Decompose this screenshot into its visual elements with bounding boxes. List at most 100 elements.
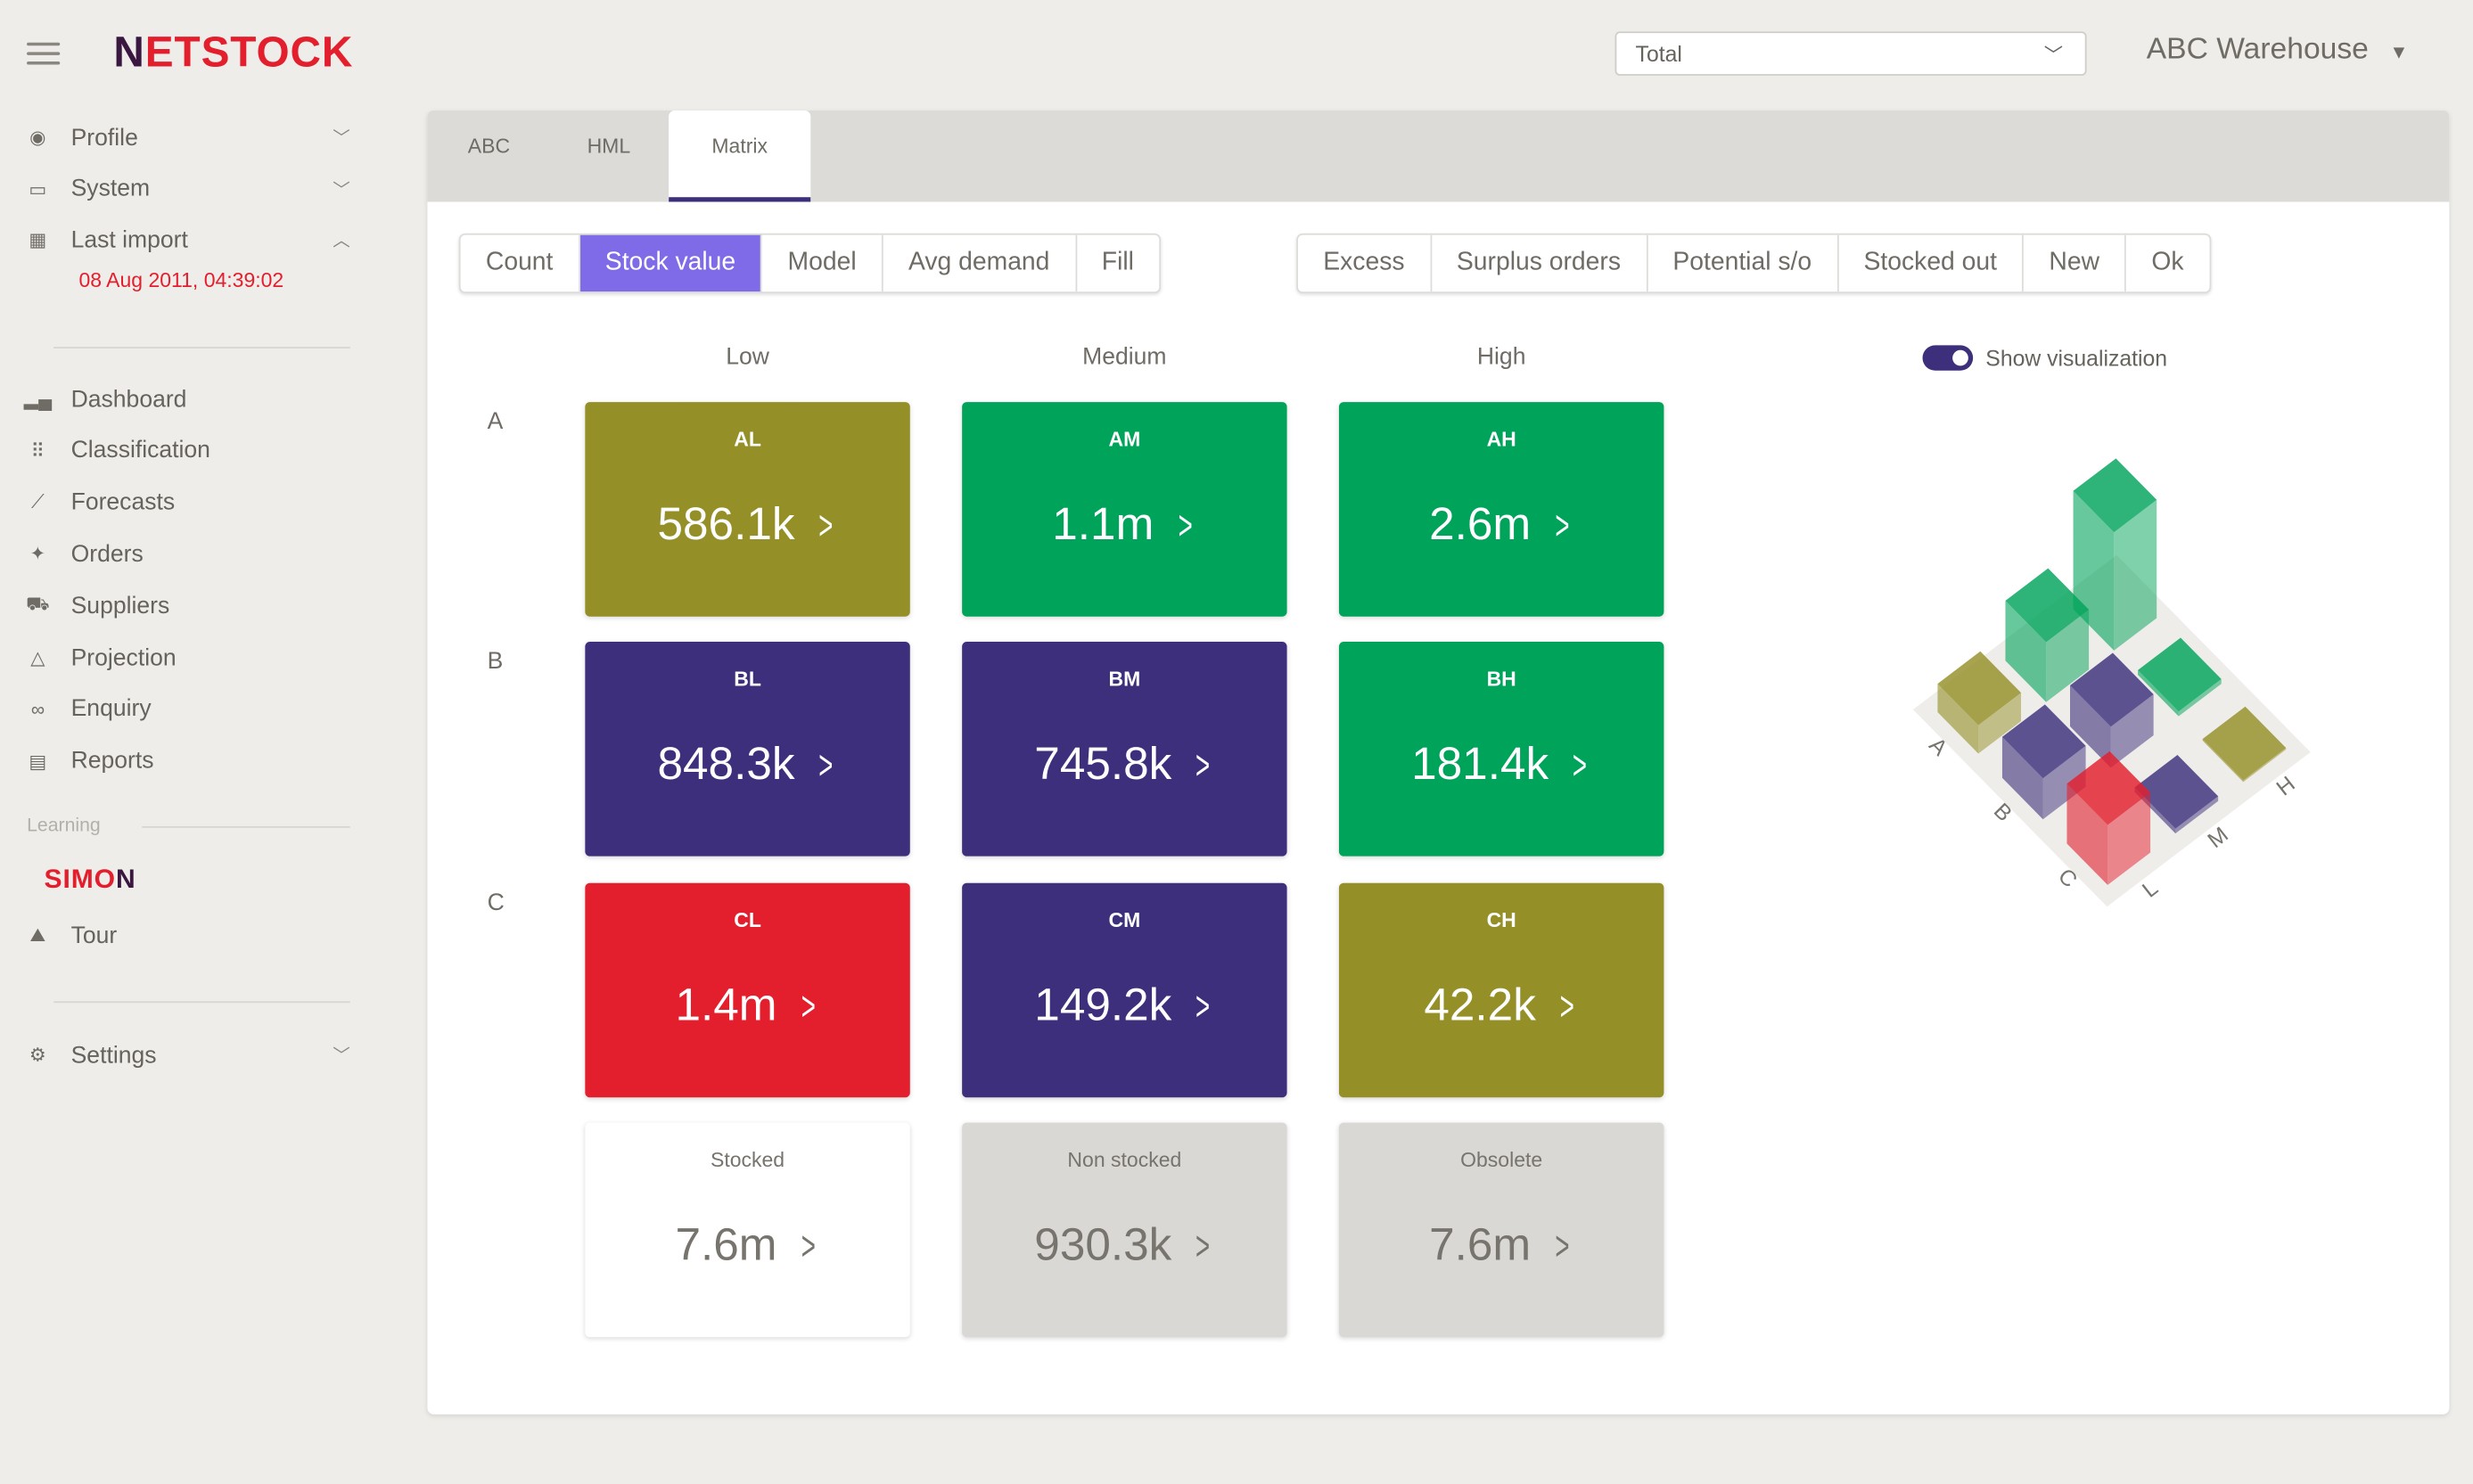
cell-value-row: 7.6m > xyxy=(1339,1220,1664,1272)
viz-box-bm-left-face xyxy=(2070,685,2111,768)
sidebar-item-orders[interactable]: ✦ Orders xyxy=(27,534,350,575)
cell-label: CH xyxy=(1486,908,1516,932)
metric-fill-button[interactable]: Fill xyxy=(1101,249,1134,276)
filter-ok-button[interactable]: Ok xyxy=(2151,249,2184,276)
viz-box-bh-top-face xyxy=(2138,637,2222,712)
filter-surplus-orders-button[interactable]: Surplus orders xyxy=(1432,234,1648,292)
chevron-right-icon: > xyxy=(1572,741,1587,789)
caret-down-icon: ▼ xyxy=(2389,40,2409,63)
viz-col-label: L xyxy=(2138,876,2162,903)
row-header: C xyxy=(487,889,505,916)
cell-value: 1.1m xyxy=(1052,499,1154,551)
viz-box-cl-top-face xyxy=(2066,750,2151,825)
sidebar-item-label: Suppliers xyxy=(70,592,170,619)
viz-box-bl-top-face xyxy=(2001,704,2086,779)
netstock-logo: NETSTOCK xyxy=(113,28,354,76)
sidebar-item-reports[interactable]: ▤ Reports xyxy=(27,741,350,782)
filter-stocked-out-button[interactable]: Stocked out xyxy=(1838,234,2025,292)
cell-value: 745.8k xyxy=(1034,739,1172,791)
metric-count-button[interactable]: Count xyxy=(461,234,580,292)
chevron-right-icon: > xyxy=(1559,982,1574,1030)
grid-icon: ⠿ xyxy=(30,439,45,462)
matrix-cell-stocked[interactable]: Stocked 7.6m > xyxy=(585,1122,910,1338)
cell-value: 1.4m xyxy=(675,980,777,1031)
matrix-cell-obsolete[interactable]: Obsolete 7.6m > xyxy=(1338,1122,1664,1338)
warehouse-name: ABC Warehouse xyxy=(2146,33,2369,67)
filter-value: Total xyxy=(1635,40,1682,67)
cell-value-row: 745.8k > xyxy=(962,740,1286,791)
viz-box-al-right-face xyxy=(1978,693,2022,754)
matrix-cell-cm[interactable]: CM 149.2k > xyxy=(962,882,1287,1098)
metric-avg-demand-button[interactable]: Avg demand xyxy=(883,234,1077,292)
cell-value: 930.3k xyxy=(1034,1220,1172,1271)
cell-value-row: 149.2k > xyxy=(962,980,1286,1032)
matrix-cell-ch[interactable]: CH 42.2k > xyxy=(1338,882,1664,1098)
matrix-cell-al[interactable]: AL 586.1k > xyxy=(585,402,910,617)
calendar-icon: ▦ xyxy=(29,228,47,251)
chevron-right-icon: > xyxy=(1554,501,1569,549)
matrix-cell-non-stocked[interactable]: Non stocked 930.3k > xyxy=(962,1122,1287,1338)
sidebar-item-classification[interactable]: ⠿ Classification xyxy=(27,430,350,471)
show-visualization-toggle[interactable] xyxy=(1922,345,1974,371)
tour-icon: ⛰ xyxy=(29,922,46,946)
sidebar-item-projection[interactable]: △ Projection xyxy=(27,637,350,678)
cell-value: 586.1k xyxy=(657,499,795,551)
simon-logo[interactable]: SIMON xyxy=(44,864,136,895)
warehouse-selector[interactable]: ABC Warehouse ▼ xyxy=(2147,33,2409,68)
matrix-cell-cl[interactable]: CL 1.4m > xyxy=(585,882,910,1098)
viz-box-bh-right-face xyxy=(2178,678,2222,717)
viz-box-bl-left-face xyxy=(2001,736,2043,820)
chevron-down-icon: ﹀ xyxy=(2043,44,2063,67)
glasses-icon: ∞ xyxy=(30,698,45,721)
chevron-down-icon: ﹀ xyxy=(333,180,350,200)
metric-model-button[interactable]: Model xyxy=(762,234,883,292)
matrix-cell-bm[interactable]: BM 745.8k > xyxy=(962,642,1287,857)
cell-value-row: 586.1k > xyxy=(585,500,909,552)
filter-excess-button[interactable]: Excess xyxy=(1298,234,1432,292)
tab-hml[interactable]: HML xyxy=(587,134,631,158)
chevron-right-icon: > xyxy=(1195,982,1211,1030)
filter-potential-s-o-button[interactable]: Potential s/o xyxy=(1647,234,1839,292)
filter-dropdown[interactable]: Total ﹀ xyxy=(1614,31,2087,76)
window-icon: ▭ xyxy=(29,177,47,200)
column-header: Medium xyxy=(1082,343,1167,371)
learning-label: Learning xyxy=(27,813,101,836)
sidebar-item-profile[interactable]: ◉ Profile ﹀ xyxy=(27,117,350,158)
sidebar-item-system[interactable]: ▭ System ﹀ xyxy=(27,168,350,209)
viz-box-ah-top-face xyxy=(2073,458,2157,533)
sidebar-item-enquiry[interactable]: ∞ Enquiry xyxy=(27,689,350,730)
matrix-cell-am[interactable]: AM 1.1m > xyxy=(962,402,1287,617)
cell-value: 149.2k xyxy=(1034,980,1172,1031)
tab-matrix[interactable]: Matrix xyxy=(669,110,811,202)
sidebar-item-settings[interactable]: ⚙ Settings ﹀ xyxy=(27,1035,350,1076)
matrix-cell-bh[interactable]: BH 181.4k > xyxy=(1338,642,1664,857)
sidebar-item-last-import[interactable]: ▦ Last import ︿ xyxy=(27,219,349,260)
cell-label: AL xyxy=(734,427,761,451)
menu-icon[interactable] xyxy=(27,42,61,65)
cell-value-row: 42.2k > xyxy=(1339,980,1664,1032)
viz-box-al-left-face xyxy=(1937,684,1979,754)
metric-stock-value-button[interactable]: Stock value xyxy=(579,234,763,292)
sidebar-item-forecasts[interactable]: ⟋ Forecasts xyxy=(27,482,350,523)
filter-button-group: Excess Surplus orders Potential s/o Stocked… xyxy=(1296,233,2211,294)
viz-box-ch-right-face xyxy=(2243,748,2287,783)
column-header: Low xyxy=(726,343,769,371)
sidebar-item-dashboard[interactable]: ▂▄ Dashboard xyxy=(24,379,350,420)
matrix-cell-bl[interactable]: BL 848.3k > xyxy=(585,642,910,857)
sidebar-item-label: Last import xyxy=(70,225,188,253)
truck-icon: ⛟ xyxy=(26,593,50,616)
sidebar-item-suppliers[interactable]: ⛟ Suppliers xyxy=(26,586,350,627)
filter-new-button[interactable]: New xyxy=(2024,234,2127,292)
chevron-right-icon: > xyxy=(801,982,816,1030)
viz-box-am-left-face xyxy=(2005,601,2047,702)
matrix-cell-ah[interactable]: AH 2.6m > xyxy=(1338,402,1664,617)
cell-value: 7.6m xyxy=(1429,1220,1532,1271)
sidebar-item-tour[interactable]: ⛰ Tour xyxy=(27,914,350,955)
sidebar-item-label: System xyxy=(70,175,151,202)
chevron-right-icon: > xyxy=(1554,1222,1569,1270)
tab-abc[interactable]: ABC xyxy=(467,134,511,158)
sidebar-item-label: Orders xyxy=(70,540,144,568)
column-header: High xyxy=(1476,343,1526,371)
matrix-3d-visualization: ABC LMH xyxy=(1912,458,2311,907)
